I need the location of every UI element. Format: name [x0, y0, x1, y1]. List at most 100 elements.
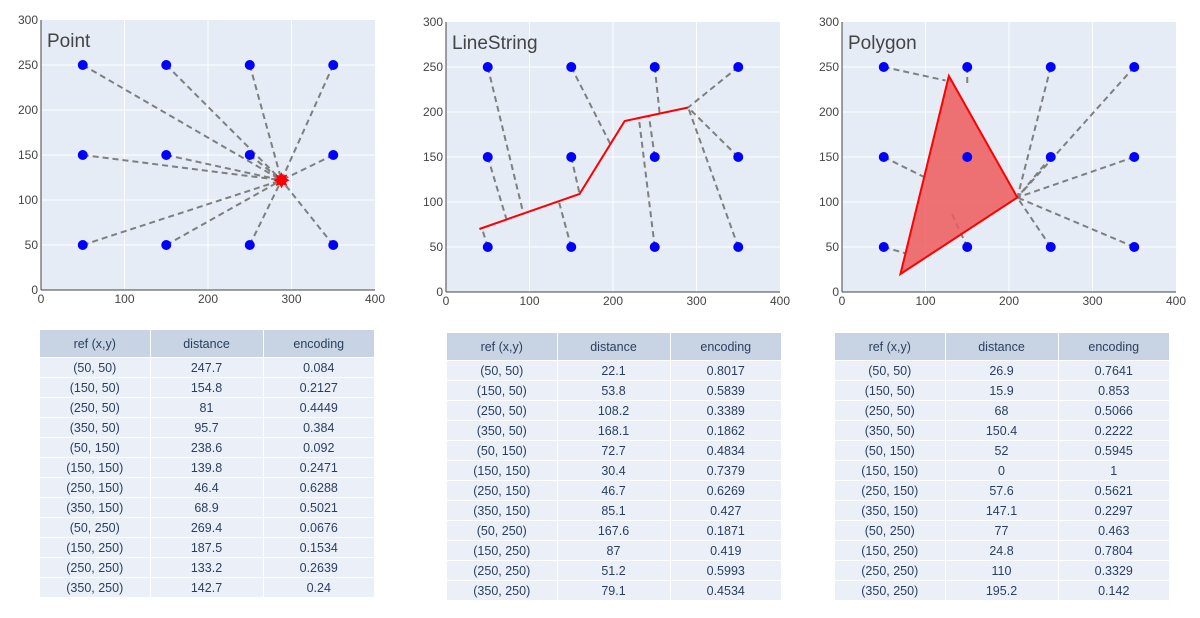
- table-cell: 0.384: [263, 417, 374, 438]
- table-cell: 168.1: [557, 420, 671, 441]
- table-cell: 0.2639: [263, 557, 374, 578]
- table-cell: 46.7: [557, 480, 671, 501]
- reference-point: [878, 152, 889, 162]
- table-cell: 269.4: [150, 517, 264, 538]
- table-row: (250, 150) 57.6 0.5621: [835, 480, 1169, 501]
- table-header-row: ref (x,y) distance encoding: [835, 333, 1169, 361]
- table-cell: 0.142: [1058, 580, 1169, 601]
- table-cell: (50, 50): [40, 357, 151, 378]
- table-row: (50, 150) 52 0.5945: [835, 440, 1169, 461]
- table-cell: 0.2471: [263, 457, 374, 478]
- table-cell: 0.7804: [1058, 540, 1169, 561]
- table-row: (250, 150) 46.4 0.6288: [40, 477, 374, 498]
- distance-connector: [1017, 156, 1135, 199]
- table-cell: 22.1: [557, 360, 671, 381]
- distance-connector: [280, 179, 335, 246]
- reference-point: [962, 62, 973, 72]
- y-tick-label: 200: [18, 103, 38, 117]
- distance-connector: [82, 64, 282, 182]
- chart-title: LineString: [452, 33, 538, 54]
- reference-point: [482, 242, 493, 252]
- distance-connector: [82, 179, 282, 246]
- chart-point: 0 100 200 300 400 0 50 100 150 200 250 300 Point: [18, 13, 385, 306]
- table-cell: 0.5621: [1058, 480, 1169, 501]
- table-cell: 0.4534: [670, 580, 781, 601]
- chart-title: Point: [47, 31, 91, 52]
- table-cell: 0.4449: [263, 397, 374, 418]
- reference-point: [1045, 242, 1056, 252]
- table-row: (50, 250) 269.4 0.0676: [40, 517, 374, 538]
- table-cell: 0.2297: [1058, 500, 1169, 521]
- y-tick-label: 200: [819, 105, 839, 119]
- table-cell: 0.1871: [670, 520, 781, 541]
- chart-line: 0 100 200 300 400 0 50 100 150 200 250 300 LineStrin…: [423, 15, 790, 308]
- distance-connector: [653, 66, 661, 115]
- table-cell: (350, 50): [835, 420, 946, 441]
- reference-point: [482, 152, 493, 162]
- table-cell: 0.7641: [1058, 360, 1169, 381]
- table-cell: 154.8: [150, 377, 264, 398]
- table-row: (150, 250) 87 0.419: [447, 540, 781, 561]
- reference-point: [161, 150, 172, 160]
- table-cell: 0.463: [1058, 520, 1169, 541]
- x-tick-label: 0: [839, 294, 846, 308]
- table-cell: (50, 250): [447, 520, 558, 541]
- table-cell: 15.9: [945, 380, 1059, 401]
- table-cell: 0.5066: [1058, 400, 1169, 421]
- table-header-row: ref (x,y) distance encoding: [40, 330, 374, 358]
- y-tick-label: 50: [25, 238, 39, 252]
- x-tick-label: 200: [603, 294, 623, 308]
- table-row: (350, 50) 168.1 0.1862: [447, 420, 781, 441]
- distance-connector: [883, 66, 946, 82]
- x-tick-label: 400: [1166, 294, 1186, 308]
- table-cell: 46.4: [150, 477, 264, 498]
- table-cell: 68: [945, 400, 1059, 421]
- table-cell: 0.3389: [670, 400, 781, 421]
- distance-connector: [647, 115, 656, 158]
- reference-point: [649, 152, 660, 162]
- table-cell: 195.2: [945, 580, 1059, 601]
- table-cell: (350, 150): [447, 500, 558, 521]
- reference-point: [1045, 62, 1056, 72]
- distance-connector: [1016, 66, 1052, 198]
- table-cell: 0.2127: [263, 377, 374, 398]
- reference-point: [733, 242, 744, 252]
- polygon-distance-table: ref (x,y) distance encoding (50, 50) 26.9 0.…: [835, 333, 1169, 601]
- table-row: (250, 50) 68 0.5066: [835, 400, 1169, 421]
- table-row: (150, 150) 30.4 0.7379: [447, 460, 781, 481]
- table-row: (350, 50) 95.7 0.384: [40, 417, 374, 438]
- x-tick-label: 100: [114, 292, 134, 306]
- polygon-geometry: [898, 73, 1019, 277]
- table-cell: 81: [150, 397, 264, 418]
- table-row: (150, 250) 187.5 0.1534: [40, 537, 374, 558]
- reference-point: [1129, 152, 1140, 162]
- reference-point: [77, 240, 88, 250]
- table-cell: (50, 50): [835, 360, 946, 381]
- table-cell: 0.5993: [670, 560, 781, 581]
- table-cell: 0.1862: [670, 420, 781, 441]
- table-header-row: ref (x,y) distance encoding: [447, 333, 781, 361]
- column-header: ref (x,y): [835, 333, 946, 361]
- table-cell: 142.7: [150, 577, 264, 598]
- table-row: (150, 50) 15.9 0.853: [835, 380, 1169, 401]
- reference-point: [328, 60, 339, 70]
- table-cell: (150, 150): [447, 460, 558, 481]
- column-header: encoding: [670, 333, 781, 361]
- table-cell: 85.1: [557, 500, 671, 521]
- table-cell: 0.084: [263, 357, 374, 378]
- table-cell: 0.5021: [263, 497, 374, 518]
- y-tick-label: 200: [423, 105, 443, 119]
- table-cell: 0.6288: [263, 477, 374, 498]
- x-tick-label: 300: [281, 292, 301, 306]
- table-row: (50, 50) 26.9 0.7641: [835, 360, 1169, 381]
- table-cell: 24.8: [945, 540, 1059, 561]
- table-row: (250, 50) 81 0.4449: [40, 397, 374, 418]
- table-cell: 139.8: [150, 457, 264, 478]
- table-cell: 0.7379: [670, 460, 781, 481]
- reference-point: [1129, 62, 1140, 72]
- linestring-geometry: [479, 106, 689, 230]
- reference-point: [733, 152, 744, 162]
- table-cell: 77: [945, 520, 1059, 541]
- column-header: encoding: [1058, 333, 1169, 361]
- reference-point: [244, 240, 255, 250]
